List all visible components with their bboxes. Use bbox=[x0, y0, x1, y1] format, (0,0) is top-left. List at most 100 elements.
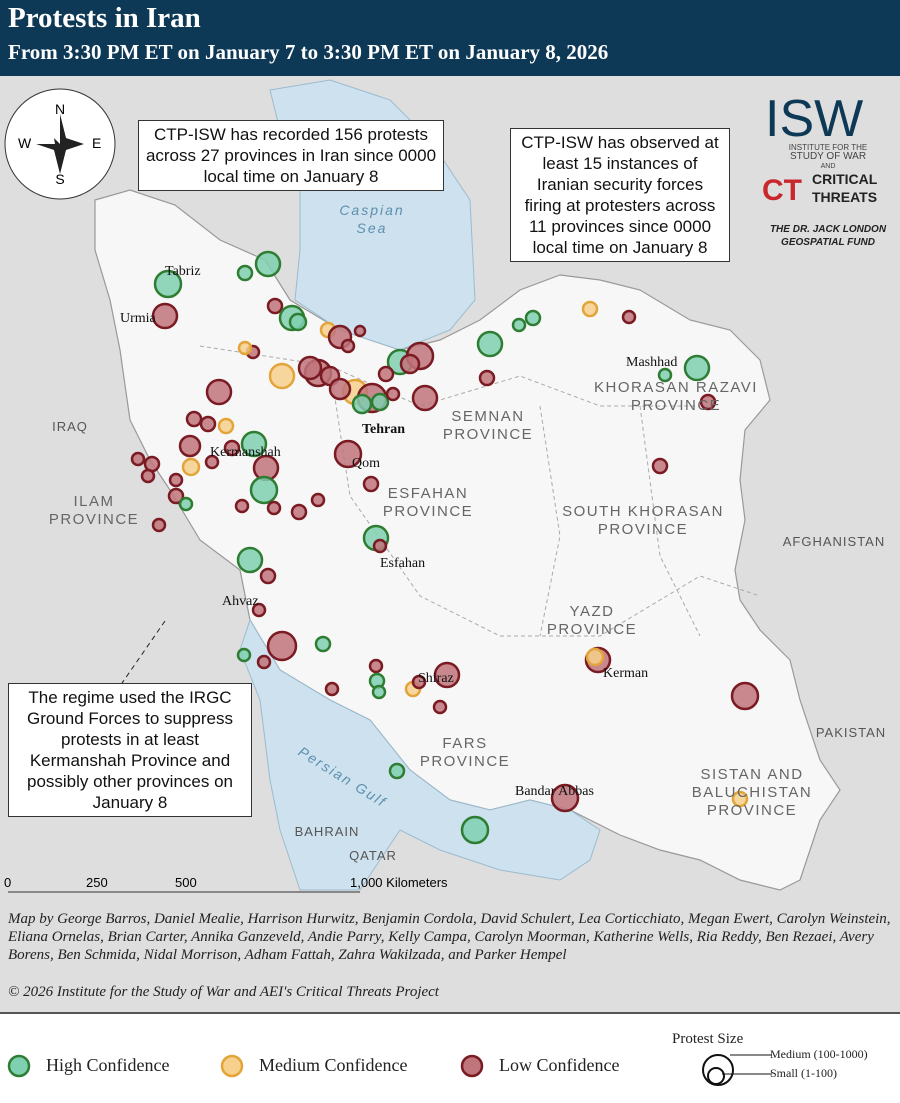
protest-marker bbox=[324, 681, 340, 697]
province-label: SEMNAN PROVINCE bbox=[443, 408, 533, 443]
title: Protests in Iran bbox=[8, 2, 201, 34]
map: N E S W ISW INSTITUTE FOR THE STUDY OF W… bbox=[0, 76, 900, 1012]
city-label: Esfahan bbox=[380, 556, 425, 571]
protest-marker bbox=[314, 635, 332, 653]
country-labels: IRAQ AFGHANISTAN PAKISTAN BAHRAIN QATAR bbox=[52, 419, 885, 863]
protest-marker bbox=[268, 362, 296, 390]
isw-sub: STUDY OF WAR bbox=[790, 151, 866, 162]
province-label: ILAM PROVINCE bbox=[49, 493, 139, 528]
protest-marker bbox=[362, 475, 380, 493]
compass-star bbox=[36, 114, 84, 174]
protest-marker bbox=[388, 762, 406, 780]
scale-label: 1,000 Kilometers bbox=[350, 875, 448, 890]
scale-label: 500 bbox=[175, 875, 197, 890]
compass-n: N bbox=[55, 101, 65, 117]
protest-marker bbox=[130, 451, 146, 467]
protest-marker bbox=[249, 475, 279, 505]
city-label: Qom bbox=[352, 456, 380, 471]
label-line: PROVINCE bbox=[707, 802, 797, 819]
compass-w: W bbox=[18, 135, 32, 151]
province-label: KHORASAN RAZAVI PROVINCE bbox=[594, 379, 758, 414]
callout: CTP-ISW has observed at least 15 instanc… bbox=[510, 128, 730, 262]
protest-marker bbox=[234, 498, 250, 514]
label-line: PROVINCE bbox=[598, 521, 688, 538]
label-line: PROVINCE bbox=[383, 503, 473, 520]
protest-marker bbox=[178, 496, 194, 512]
label-line: PROVINCE bbox=[49, 511, 139, 528]
protest-marker bbox=[259, 567, 277, 585]
country-label: IRAQ bbox=[52, 419, 88, 434]
province-border bbox=[199, 345, 700, 407]
country-label: QATAR bbox=[349, 848, 397, 863]
protest-marker bbox=[411, 674, 427, 690]
protest-marker bbox=[185, 410, 203, 428]
province-label: SISTAN AND BALUCHISTAN PROVINCE bbox=[692, 766, 812, 819]
label-line: YAZD bbox=[570, 603, 615, 620]
protest-marker bbox=[399, 353, 421, 375]
persian-gulf bbox=[239, 618, 601, 891]
callout: The regime used the IRGC Ground Forces t… bbox=[8, 683, 252, 817]
city-label: Shiraz bbox=[418, 671, 454, 686]
protest-marker bbox=[333, 439, 363, 469]
protest-marker bbox=[351, 393, 373, 415]
ct-text: CRITICAL bbox=[812, 171, 878, 187]
protest-marker bbox=[368, 658, 384, 674]
protest-marker bbox=[217, 417, 235, 435]
city-label: Bandar Abbas bbox=[515, 784, 594, 799]
city-label: Ahvaz bbox=[222, 594, 259, 609]
protest-marker bbox=[370, 392, 390, 412]
label-line: Caspian bbox=[339, 202, 404, 218]
scale-label: 0 bbox=[4, 875, 11, 890]
protest-marker bbox=[297, 355, 323, 381]
protest-marker bbox=[683, 354, 711, 382]
protest-marker bbox=[371, 684, 387, 700]
label-line: SISTAN AND bbox=[700, 766, 803, 783]
legend-label: Protest Size bbox=[672, 1031, 744, 1047]
protest-marker bbox=[205, 378, 233, 406]
protest-markers bbox=[130, 250, 760, 845]
protest-marker bbox=[385, 386, 401, 402]
label-line: SEMNAN bbox=[451, 408, 524, 425]
protest-marker bbox=[340, 338, 356, 354]
protest-marker bbox=[256, 654, 272, 670]
label-line: PROVINCE bbox=[631, 397, 721, 414]
legend-label: High Confidence bbox=[46, 1055, 170, 1075]
protest-marker bbox=[290, 503, 308, 521]
protest-marker bbox=[153, 269, 183, 299]
scale-bar: 0 250 500 1,000 Kilometers bbox=[4, 875, 448, 893]
sea-label: Caspian Sea bbox=[339, 202, 404, 236]
protest-marker bbox=[411, 384, 439, 412]
legend-symbols bbox=[7, 1054, 772, 1086]
legend-medium bbox=[220, 1054, 244, 1078]
protest-marker bbox=[151, 302, 179, 330]
protest-marker bbox=[731, 790, 749, 808]
legend: High Confidence Medium Confidence Low Co… bbox=[0, 1012, 900, 1103]
legend-size-small bbox=[707, 1067, 725, 1085]
protest-marker bbox=[168, 472, 184, 488]
logos: ISW INSTITUTE FOR THE STUDY OF WAR AND C… bbox=[762, 90, 887, 248]
legend-high bbox=[7, 1054, 31, 1078]
label-line: FARS bbox=[442, 735, 487, 752]
protest-marker bbox=[328, 377, 352, 401]
protest-marker bbox=[266, 500, 282, 516]
compass-s: S bbox=[55, 171, 64, 187]
legend-low bbox=[460, 1054, 484, 1078]
province-label: SOUTH KHORASAN PROVINCE bbox=[562, 503, 724, 538]
label-line: Sea bbox=[357, 220, 388, 236]
legend-label: Medium (100-1000) bbox=[770, 1047, 868, 1061]
protest-marker bbox=[581, 300, 599, 318]
protest-marker bbox=[432, 699, 448, 715]
label-line: ILAM bbox=[73, 493, 114, 510]
label-line: PROVINCE bbox=[420, 753, 510, 770]
protest-marker bbox=[181, 457, 201, 477]
protest-marker bbox=[585, 647, 605, 667]
city-labels: Tabriz Urmia Tehran Kermanshah Qom Esfah… bbox=[120, 264, 677, 799]
protest-marker bbox=[511, 317, 527, 333]
label-line: KHORASAN RAZAVI bbox=[594, 379, 758, 396]
city-label: Kerman bbox=[603, 666, 648, 681]
callout-line bbox=[119, 620, 166, 687]
province-label: YAZD PROVINCE bbox=[547, 603, 637, 638]
protest-marker bbox=[353, 324, 367, 338]
